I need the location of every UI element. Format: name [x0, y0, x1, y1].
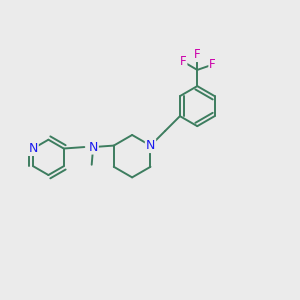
Text: N: N [88, 141, 98, 154]
Text: F: F [194, 48, 201, 61]
Text: F: F [180, 55, 187, 68]
Text: N: N [28, 142, 38, 155]
Text: F: F [209, 58, 216, 71]
Text: N: N [146, 139, 155, 152]
